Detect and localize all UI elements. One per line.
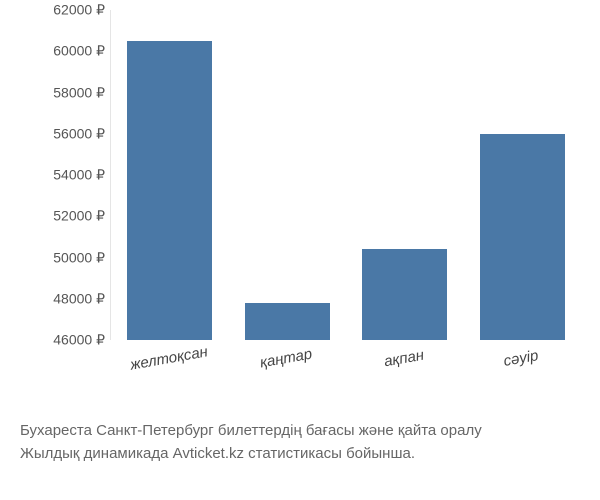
y-tick-label: 50000 ₽	[20, 249, 105, 266]
x-tick-label: желтоқсан	[113, 341, 224, 377]
chart-caption: Бухареста Санкт-Петербург билеттердің ба…	[20, 420, 580, 465]
x-tick-label: сәуір	[466, 341, 577, 377]
y-tick-label: 62000 ₽	[20, 2, 105, 19]
y-tick-label: 52000 ₽	[20, 208, 105, 225]
bar	[245, 303, 330, 340]
y-tick-label: 46000 ₽	[20, 332, 105, 349]
caption-line-2: Жылдық динамикада Avticket.kz статистика…	[20, 443, 580, 466]
bar	[480, 134, 565, 340]
caption-line-1: Бухареста Санкт-Петербург билеттердің ба…	[20, 420, 580, 443]
y-tick-label: 56000 ₽	[20, 125, 105, 142]
y-tick-label: 54000 ₽	[20, 167, 105, 184]
y-tick-label: 58000 ₽	[20, 84, 105, 101]
x-tick-label: ақпан	[348, 341, 459, 377]
bar	[127, 41, 212, 340]
y-tick-label: 48000 ₽	[20, 290, 105, 307]
x-tick-label: қаңтар	[231, 341, 342, 377]
price-chart: 46000 ₽ 48000 ₽ 50000 ₽ 52000 ₽ 54000 ₽ 56000…	[20, 10, 580, 390]
y-tick-label: 60000 ₽	[20, 43, 105, 60]
bar	[362, 249, 447, 340]
plot-area	[110, 10, 580, 340]
